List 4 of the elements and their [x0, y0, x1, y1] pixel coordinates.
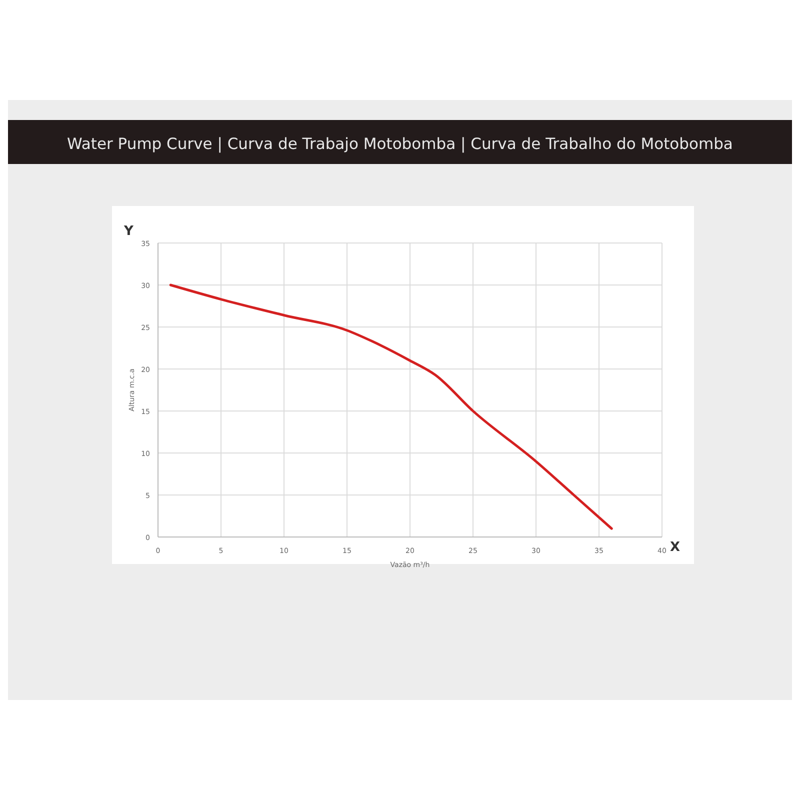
- chart-title: Water Pump Curve | Curva de Trabajo Motobomba | Curva de Trabalho do Motobomba: [67, 135, 733, 153]
- text: X: [670, 540, 680, 555]
- text: Y: [123, 224, 134, 239]
- line-series: [169, 284, 613, 530]
